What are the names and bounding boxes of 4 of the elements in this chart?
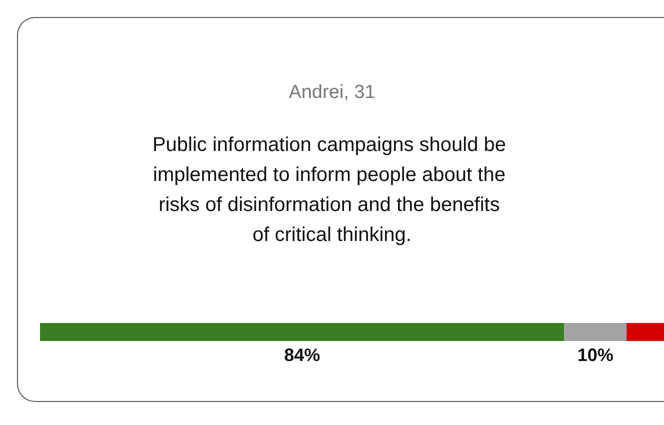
chart-subtitle: Public information campaigns should be implemented to inform people about the risks of disinformation and the benefits of critical thinking. bbox=[152, 134, 512, 246]
data-label: 10% bbox=[577, 345, 614, 365]
data-label: 84% bbox=[284, 345, 320, 365]
chart-title: Andrei, 31 bbox=[288, 82, 376, 103]
